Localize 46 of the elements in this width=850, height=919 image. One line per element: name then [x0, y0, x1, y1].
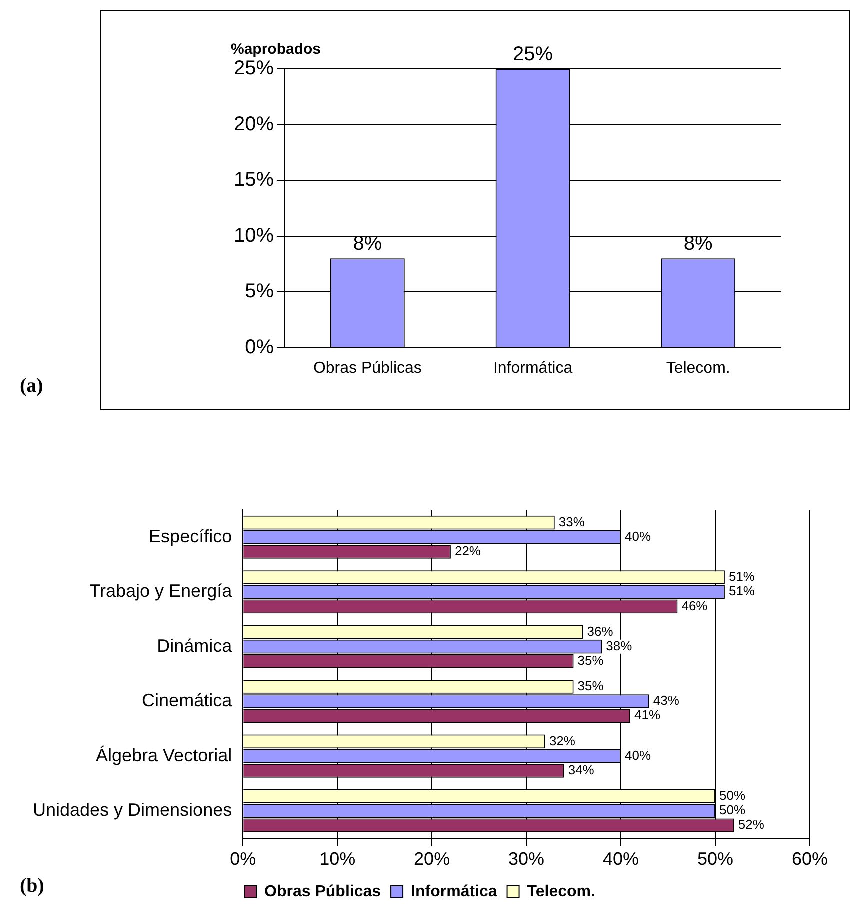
y-tick-label: Específico: [149, 526, 232, 546]
data-label: 43%: [653, 693, 680, 708]
x-tick-label: 30%: [508, 849, 545, 870]
data-label: 32%: [549, 733, 576, 748]
data-label: 51%: [728, 569, 756, 584]
y-tick-label: Trabajo y Energía: [90, 581, 234, 602]
legend-label: Telecom.: [527, 883, 596, 900]
x-tick-label: Telecom.: [666, 360, 730, 377]
data-label: 25%: [513, 44, 554, 66]
y-tick-label: Unidades y Dimensiones: [32, 800, 232, 820]
data-label: 40%: [625, 528, 652, 544]
data-label: 38%: [606, 638, 633, 654]
data-label: 50%: [720, 802, 746, 818]
data-label: 52%: [738, 817, 765, 832]
x-tick-label: Obras Públicas: [313, 360, 422, 377]
chart-title: %aprobados: [231, 41, 322, 58]
x-tick-label: 10%: [320, 849, 356, 870]
x-tick-label: 60%: [792, 849, 828, 870]
data-label: 50%: [720, 788, 746, 804]
data-label: 35%: [578, 653, 604, 668]
data-label: 41%: [634, 708, 661, 723]
text: (b): [20, 875, 44, 898]
y-tick-label: 0%: [245, 336, 274, 358]
legend-label: Obras Públicas: [264, 883, 382, 900]
data-label: 40%: [625, 748, 652, 763]
data-label: 36%: [587, 624, 614, 639]
y-tick-label: Cinemática: [142, 690, 234, 711]
x-tick-label: 20%: [414, 849, 450, 870]
y-tick-label: 20%: [234, 113, 274, 136]
x-tick-label: 50%: [698, 849, 734, 870]
data-label: 33%: [558, 514, 586, 530]
y-tick-label: 10%: [234, 224, 274, 247]
y-tick-label: 5%: [245, 280, 274, 303]
x-tick-label: 40%: [603, 849, 640, 870]
data-label: 46%: [682, 598, 708, 614]
data-label: 34%: [568, 762, 595, 778]
y-tick-label: 25%: [234, 58, 274, 80]
x-tick-label: Informática: [493, 360, 573, 377]
text: (a): [20, 375, 44, 398]
data-label: 22%: [454, 544, 482, 559]
y-tick-label: Dinámica: [157, 636, 234, 656]
legend-label: Informática: [411, 883, 498, 900]
data-label: 35%: [578, 678, 604, 694]
y-tick-label: Álgebra Vectorial: [96, 745, 232, 766]
y-tick-label: 15%: [234, 169, 274, 192]
data-label: 51%: [728, 584, 756, 599]
